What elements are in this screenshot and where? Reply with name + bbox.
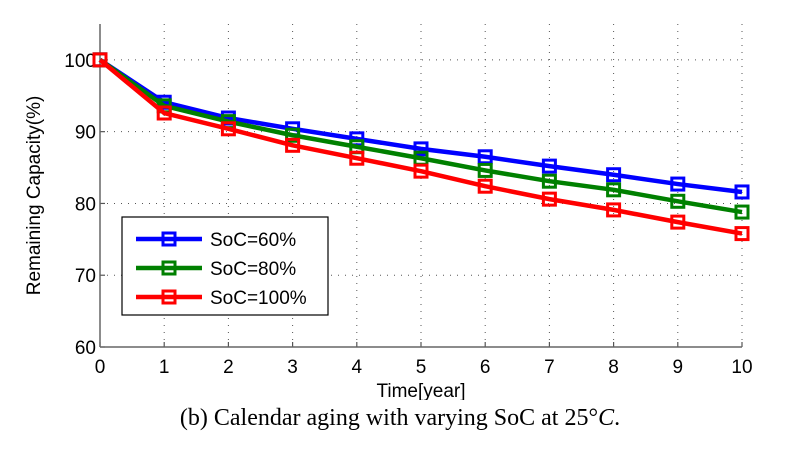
y-axis-label: Remaining Capacity(%): [24, 96, 45, 296]
data-point-marker: [156, 105, 172, 121]
y-tick-label: 60: [75, 338, 96, 359]
x-tick-label: 1: [159, 357, 170, 378]
data-point-marker: [541, 158, 557, 174]
x-tick-label: 4: [352, 357, 363, 378]
data-point-marker: [477, 178, 493, 194]
data-point-marker: [285, 137, 301, 153]
data-point-marker: [413, 141, 429, 157]
data-point-marker: [285, 127, 301, 143]
x-tick-label: 9: [673, 357, 684, 378]
y-tick-labels: 60 70 80 90 100: [64, 51, 96, 359]
x-tick-labels: 0 1 2 3 4 5 6 7 8 9 10: [95, 357, 753, 378]
legend-item: SoC=100%: [136, 288, 307, 309]
legend-marker: [161, 289, 177, 305]
series-line: [98, 58, 743, 236]
legend-item: SoC=80%: [136, 259, 296, 280]
data-point-marker: [477, 162, 493, 178]
legend-marker: [161, 231, 177, 247]
x-tick-label: 5: [416, 357, 427, 378]
y-tick-label: 90: [75, 123, 96, 144]
legend-item: SoC=60%: [136, 230, 296, 251]
series-group: [92, 52, 750, 242]
chart: 0 1 2 3 4 5 6 7 8 9 10 60 70 80 90 100 Time[year] Rema…: [24, 24, 753, 400]
data-point-marker: [606, 182, 622, 198]
caption-unit: C: [598, 405, 615, 431]
y-tick-label: 100: [64, 51, 96, 72]
x-tick-label: 6: [480, 357, 491, 378]
caption-degree: °: [588, 405, 599, 431]
y-tick-label: 80: [75, 194, 96, 215]
data-point-marker: [92, 52, 108, 68]
data-point-marker: [541, 173, 557, 189]
figure-caption: (b) Calendar aging with varying SoC at 2…: [0, 405, 800, 432]
legend-label: SoC=80%: [210, 259, 296, 280]
axes: [99, 24, 743, 348]
data-point-marker: [541, 191, 557, 207]
legend-marker: [161, 260, 177, 276]
caption-suffix: .: [614, 405, 621, 431]
data-point-marker: [670, 193, 686, 209]
series-line: [98, 58, 743, 215]
data-point-marker: [349, 150, 365, 166]
data-point-marker: [670, 214, 686, 230]
data-point-marker: [734, 184, 750, 200]
data-point-marker: [413, 163, 429, 179]
series-soc-100-: [92, 52, 750, 242]
x-tick-label: 10: [731, 357, 752, 378]
legend-label: SoC=100%: [210, 288, 307, 309]
data-point-marker: [670, 176, 686, 192]
caption-text: (b) Calendar aging with varying SoC at 2…: [179, 405, 589, 431]
data-point-marker: [220, 121, 236, 137]
data-point-marker: [477, 149, 493, 165]
x-tick-label: 2: [223, 357, 234, 378]
x-tick-label: 8: [608, 357, 619, 378]
data-point-marker: [734, 204, 750, 220]
y-tick-label: 70: [75, 266, 96, 287]
x-tick-label: 0: [95, 357, 106, 378]
data-point-marker: [734, 226, 750, 242]
data-point-marker: [606, 202, 622, 218]
series-soc-80-: [92, 52, 750, 220]
series-line: [98, 58, 743, 195]
data-point-marker: [606, 167, 622, 183]
x-tick-label: 7: [544, 357, 555, 378]
x-tick-label: 3: [287, 357, 298, 378]
legend-label: SoC=60%: [210, 230, 296, 251]
legend: SoC=60% SoC=80% SoC=100%: [121, 216, 329, 316]
x-axis-label: Time[year]: [376, 381, 465, 400]
